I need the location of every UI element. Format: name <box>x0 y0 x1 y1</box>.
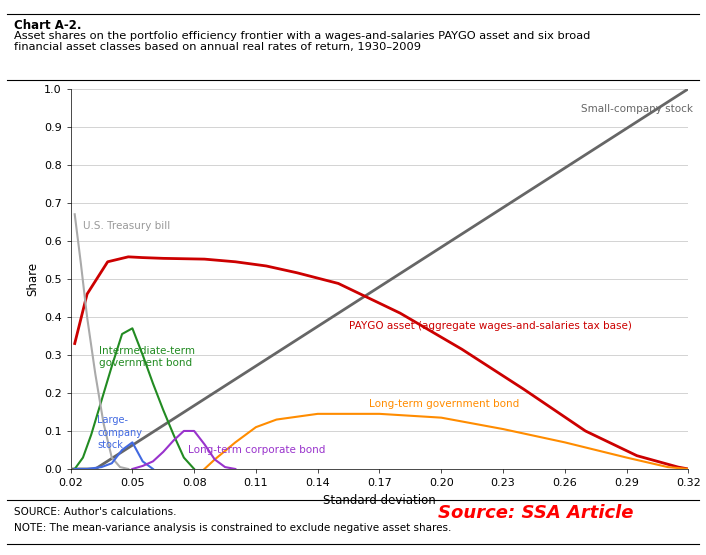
Text: Large-
company
stock: Large- company stock <box>97 416 143 450</box>
Text: SOURCE: Author's calculations.: SOURCE: Author's calculations. <box>14 507 176 517</box>
Text: PAYGO asset (aggregate wages-and-salaries tax base): PAYGO asset (aggregate wages-and-salarie… <box>349 321 631 331</box>
Text: Long-term government bond: Long-term government bond <box>369 399 520 409</box>
Text: Asset shares on the portfolio efficiency frontier with a wages-and-salaries PAYG: Asset shares on the portfolio efficiency… <box>14 31 590 41</box>
Text: Long-term corporate bond: Long-term corporate bond <box>188 446 325 456</box>
Text: financial asset classes based on annual real rates of return, 1930–2009: financial asset classes based on annual … <box>14 42 421 52</box>
Text: Source: SSA Article: Source: SSA Article <box>438 504 633 522</box>
Text: U.S. Treasury bill: U.S. Treasury bill <box>83 221 170 231</box>
Text: Intermediate-term
government bond: Intermediate-term government bond <box>100 346 196 368</box>
X-axis label: Standard deviation: Standard deviation <box>323 493 436 507</box>
Y-axis label: Share: Share <box>27 262 40 296</box>
Text: Chart A-2.: Chart A-2. <box>14 19 82 32</box>
Text: NOTE: The mean-variance analysis is constrained to exclude negative asset shares: NOTE: The mean-variance analysis is cons… <box>14 523 452 533</box>
Text: Small-company stock: Small-company stock <box>581 104 693 114</box>
